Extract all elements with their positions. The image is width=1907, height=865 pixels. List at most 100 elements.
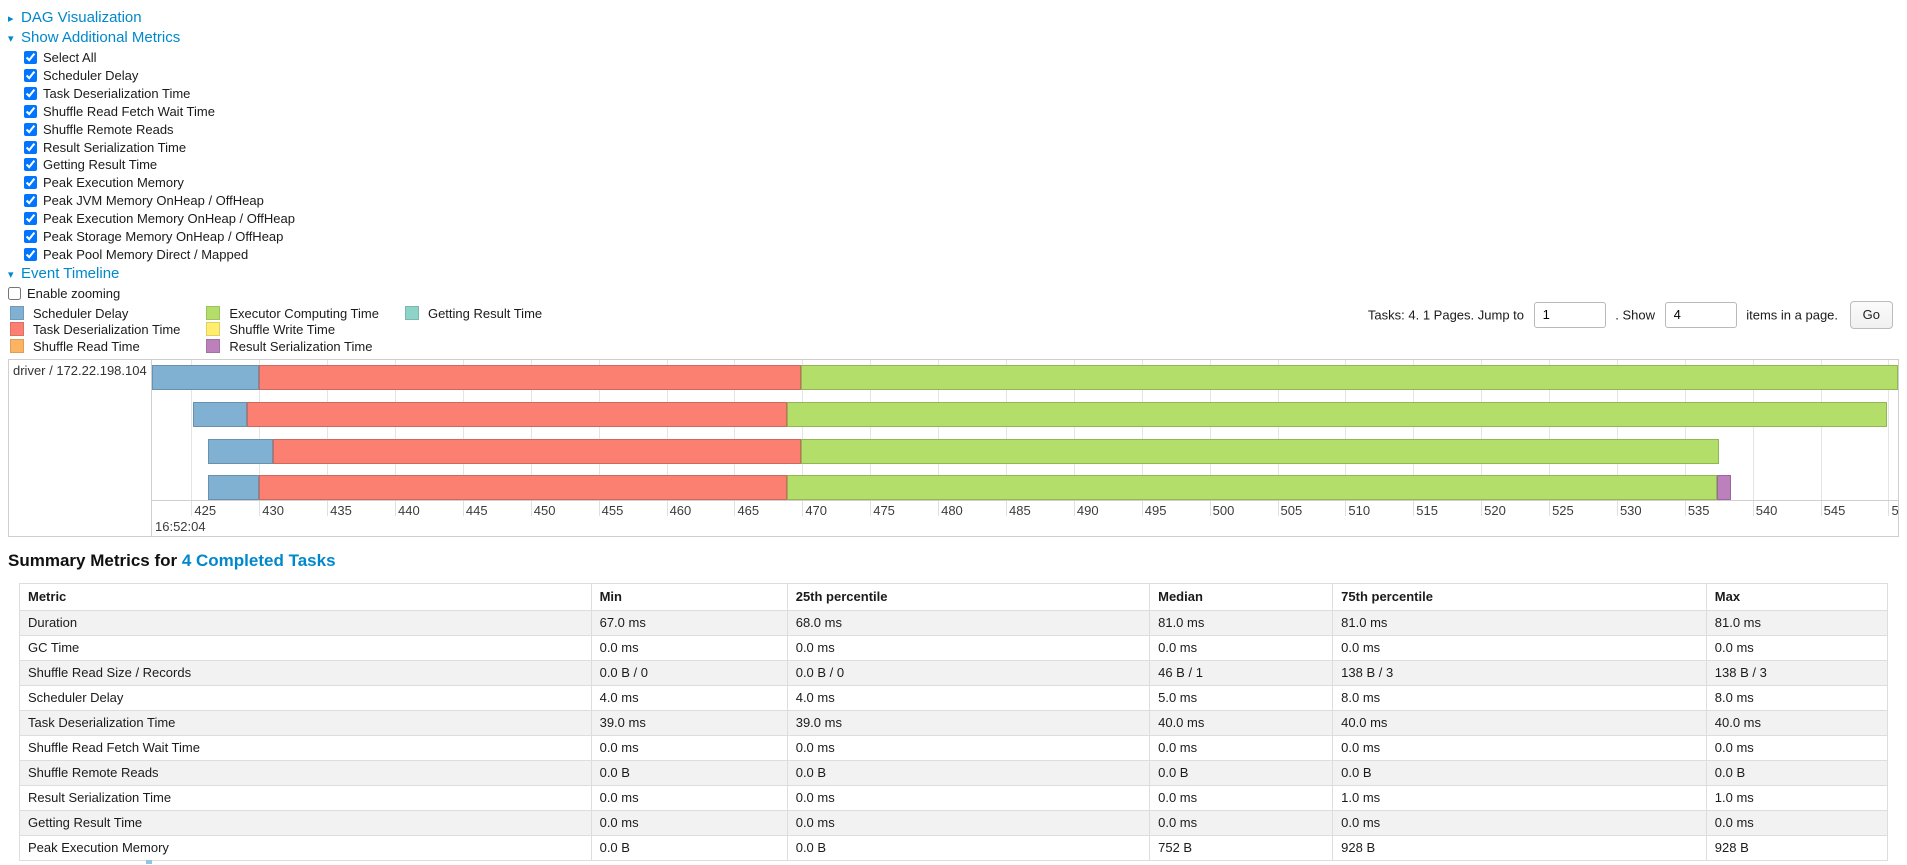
legend-label: Executor Computing Time	[229, 305, 379, 321]
metric-value-cell: 0.0 ms	[1149, 809, 1334, 836]
axis-tick-label: 550	[1891, 502, 1898, 518]
axis-gridline	[1752, 359, 1754, 500]
task-segment-scheduler-delay[interactable]	[152, 364, 260, 390]
go-button[interactable]: Go	[1849, 300, 1893, 329]
metric-checkbox[interactable]	[24, 122, 37, 136]
metric-checkbox-item: Select All	[24, 49, 1899, 67]
metric-checkbox[interactable]	[24, 68, 37, 82]
metric-checkbox[interactable]	[24, 247, 37, 261]
axis-tick-mark	[870, 500, 872, 516]
legend-swatch-getting-result	[404, 305, 419, 320]
task-segment-task-deserialization[interactable]	[259, 364, 801, 390]
metric-value-cell: 928 B	[1705, 834, 1889, 861]
axis-gridline	[530, 359, 532, 500]
enable-zooming-checkbox[interactable]	[8, 286, 21, 300]
metric-checkbox[interactable]	[24, 194, 37, 208]
legend-label: Result Serialization Time	[229, 338, 373, 354]
legend-item: Scheduler Delay	[10, 305, 180, 323]
axis-tick-label: 545	[1823, 502, 1846, 518]
axis-tick-label: 540	[1755, 502, 1778, 518]
section-header-show-additional-metrics[interactable]: ▾ Show Additional Metrics	[8, 29, 1899, 48]
task-bar[interactable]	[207, 474, 1731, 500]
legend-item: Shuffle Write Time	[206, 322, 379, 339]
axis-tick-label: 510	[1348, 502, 1371, 518]
executor-label-column: driver / 172.22.198.104	[9, 359, 152, 536]
section-header-event-timeline[interactable]: ▾ Event Timeline	[8, 265, 1899, 284]
task-segment-executor-computing[interactable]	[800, 364, 1898, 390]
metric-checkbox-item: Result Serialization Time	[24, 139, 1899, 157]
metric-checkbox[interactable]	[24, 158, 37, 172]
metric-value-cell: 81.0 ms	[1705, 609, 1889, 636]
metric-value-cell: 0.0 ms	[786, 734, 1151, 761]
metric-value-cell: 81.0 ms	[1149, 609, 1334, 636]
task-segment-task-deserialization[interactable]	[247, 401, 788, 427]
axis-tick-label: 425	[194, 502, 217, 518]
task-segment-result-serialization[interactable]	[1717, 474, 1731, 500]
metric-value-cell: 0.0 ms	[1705, 634, 1889, 661]
section-label: Event Timeline	[21, 264, 120, 282]
axis-tick-mark	[1073, 500, 1075, 516]
legend-swatch-result-serialization	[206, 338, 221, 353]
axis-gridline	[1005, 359, 1007, 500]
metric-checkbox[interactable]	[24, 51, 37, 64]
axis-tick-mark	[1209, 500, 1211, 516]
metric-checkbox-label: Getting Result Time	[43, 157, 158, 173]
legend-swatch-scheduler-delay	[10, 305, 24, 320]
legend-swatch-shuffle-write	[206, 322, 221, 337]
timeline-plot-area	[152, 359, 1898, 500]
axis-gridline	[462, 359, 464, 500]
column-header: Min	[590, 582, 788, 611]
metric-checkbox[interactable]	[24, 86, 37, 100]
triangle-right-icon: ▸	[8, 13, 14, 25]
metric-name-cell: Shuffle Read Size / Records	[19, 659, 592, 686]
task-segment-executor-computing[interactable]	[800, 438, 1719, 464]
task-segment-executor-computing[interactable]	[787, 474, 1718, 500]
metric-checkbox[interactable]	[24, 212, 37, 226]
task-segment-task-deserialization[interactable]	[259, 474, 788, 500]
task-segment-scheduler-delay[interactable]	[192, 401, 248, 427]
metric-value-cell: 0.0 ms	[1332, 634, 1707, 661]
task-bar[interactable]	[152, 364, 1898, 390]
triangle-down-icon: ▾	[8, 33, 14, 45]
axis-tick-label: 465	[737, 502, 760, 518]
axis-tick-mark	[1616, 500, 1618, 516]
section-header-dag-visualization[interactable]: ▸ DAG Visualization	[8, 9, 1899, 28]
jump-to-page-input[interactable]	[1533, 301, 1606, 328]
metric-checkbox-item: Peak Storage Memory OnHeap / OffHeap	[24, 228, 1899, 246]
metric-checkbox[interactable]	[24, 104, 37, 118]
axis-tick-mark	[1820, 500, 1822, 516]
metric-value-cell: 81.0 ms	[1332, 609, 1707, 636]
metric-value-cell: 0.0 ms	[1705, 734, 1889, 761]
task-bar[interactable]	[192, 401, 1888, 427]
legend-item: Shuffle Read Time	[10, 338, 180, 356]
metric-checkbox-label: Peak Pool Memory Direct / Mapped	[43, 246, 249, 262]
axis-tick-mark	[1549, 500, 1551, 516]
metric-value-cell: 0.0 ms	[786, 634, 1151, 661]
summary-metrics-title: Summary Metrics for 4 Completed Tasks	[8, 551, 1899, 571]
metric-checkbox-item: Scheduler Delay	[24, 67, 1899, 85]
task-segment-task-deserialization[interactable]	[272, 438, 801, 464]
axis-tick-mark	[802, 500, 804, 516]
metric-checkbox-label: Shuffle Remote Reads	[43, 121, 174, 137]
metric-checkbox[interactable]	[24, 140, 37, 154]
task-segment-scheduler-delay[interactable]	[207, 474, 260, 500]
metric-value-cell: 0.0 ms	[1705, 809, 1889, 836]
task-segment-executor-computing[interactable]	[787, 401, 1888, 427]
metric-value-cell: 0.0 ms	[590, 809, 788, 836]
items-per-page-input[interactable]	[1664, 301, 1737, 328]
axis-tick-mark	[1481, 500, 1483, 516]
summary-metrics-table: Metric Min 25th percentile Median 75th perce…	[19, 582, 1889, 861]
metric-checkbox-label: Scheduler Delay	[43, 67, 139, 83]
metric-checkbox-label: Select All	[43, 50, 97, 65]
legend-swatch-executor-computing	[206, 305, 221, 320]
axis-gridline	[598, 359, 600, 500]
task-segment-scheduler-delay[interactable]	[207, 438, 273, 464]
metric-checkbox[interactable]	[24, 230, 37, 244]
axis-tick-label: 505	[1280, 502, 1303, 518]
metric-checkbox[interactable]	[24, 176, 37, 190]
metric-value-cell: 40.0 ms	[1705, 709, 1889, 736]
task-bar[interactable]	[207, 438, 1719, 464]
axis-tick-mark	[1752, 500, 1754, 516]
metric-name-cell: Getting Result Time	[19, 809, 592, 836]
completed-tasks-link[interactable]: 4 Completed Tasks	[181, 550, 336, 570]
